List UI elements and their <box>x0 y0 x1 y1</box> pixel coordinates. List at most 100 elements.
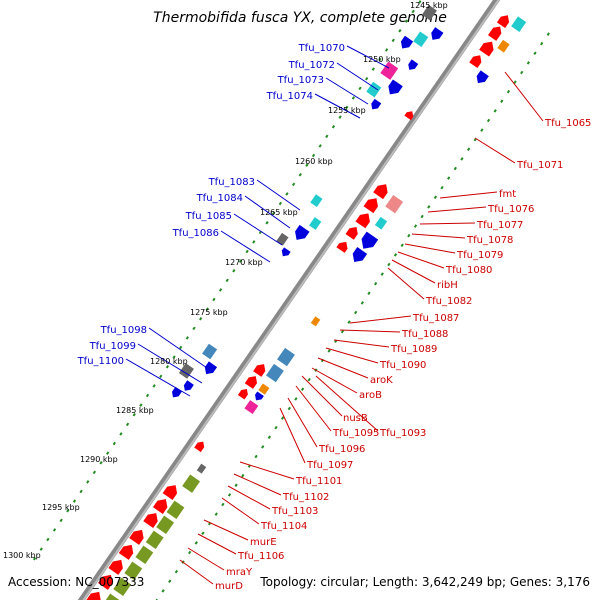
gene-feature <box>237 388 248 400</box>
tick-dot <box>298 172 302 177</box>
tick-dot <box>234 483 238 488</box>
gene-label-fmt: fmt <box>499 189 516 200</box>
gene-feature <box>244 376 258 389</box>
label-leader <box>419 222 476 225</box>
label-leader <box>295 385 332 432</box>
gene-arrow <box>400 35 414 49</box>
label-leader <box>287 397 318 448</box>
label-leader <box>233 473 282 496</box>
gene-feature <box>196 463 207 474</box>
gene-block <box>497 39 510 53</box>
tick-dot <box>418 0 422 4</box>
gene-arrow <box>373 184 388 200</box>
tick-dot <box>466 147 471 152</box>
tick-dot <box>345 105 349 110</box>
genome-backbone-highlight <box>82 0 500 600</box>
gene-label-mure: murE <box>250 537 277 548</box>
gene-feature <box>98 574 113 590</box>
label-leader <box>239 461 295 480</box>
tick-dot <box>278 201 282 206</box>
gene-label-tfu-1089: Tfu_1089 <box>390 344 437 355</box>
gene-label-tfu-1103: Tfu_1103 <box>271 506 318 517</box>
gene-feature <box>496 15 510 29</box>
label-leader <box>325 77 369 105</box>
gene-label-tfu-1101: Tfu_1101 <box>295 476 342 487</box>
gene-arrow <box>194 441 205 453</box>
gene-feature <box>413 31 429 48</box>
tick-dot <box>371 67 375 71</box>
gene-feature <box>404 111 414 121</box>
tick-dot <box>347 320 351 324</box>
tick-dot <box>99 460 103 465</box>
gene-feature <box>366 81 382 98</box>
gene-feature <box>385 195 404 214</box>
label-leader <box>349 315 412 324</box>
tick-dot <box>174 569 179 574</box>
gene-block <box>310 316 321 327</box>
genome-backbone <box>77 0 501 600</box>
gene-feature <box>295 224 310 240</box>
gene-arrow <box>118 544 134 560</box>
gene-feature <box>277 347 295 367</box>
tick-dot <box>354 310 358 315</box>
gene-arrow <box>371 98 382 110</box>
label-leader <box>346 45 390 69</box>
gene-label-tfu-1097: Tfu_1097 <box>306 460 353 471</box>
gene-label-tfu-1095: Tfu_1095 <box>332 428 379 439</box>
label-leader <box>187 547 225 571</box>
gene-feature <box>309 217 322 230</box>
tick-dot <box>79 489 83 494</box>
gene-feature <box>86 591 101 600</box>
label-leader <box>279 407 306 464</box>
tick-dot <box>72 499 77 503</box>
gene-feature <box>145 530 164 549</box>
kbp-tick: 1295 kbp <box>42 503 80 512</box>
tick-dot <box>194 541 198 545</box>
tick-dot <box>205 307 209 311</box>
gene-arrow <box>183 380 194 391</box>
tick-dot <box>287 406 291 411</box>
gene-label-tfu-1074: Tfu_1074 <box>266 91 313 102</box>
tick-dot <box>92 470 97 475</box>
gene-block <box>182 474 201 493</box>
label-leader <box>227 485 271 510</box>
kbp-ticks: 1245 kbp 1250 kbp 1255 kbp 1260 kbp 1265… <box>3 1 448 560</box>
tick-dot <box>225 278 229 283</box>
tick-dot <box>407 233 411 238</box>
tick-dot <box>66 508 70 513</box>
tick-dot <box>188 550 192 555</box>
gene-feature <box>178 363 194 379</box>
gene-arrow <box>143 513 158 528</box>
tick-dot <box>232 268 236 273</box>
tick-dot <box>32 556 37 561</box>
gene-label-arob: aroB <box>359 390 382 401</box>
tick-dot <box>307 377 311 382</box>
gene-block <box>145 530 164 549</box>
tick-dot <box>506 89 511 94</box>
label-leader <box>137 343 203 384</box>
gene-block <box>374 216 388 230</box>
gene-feature <box>194 441 205 453</box>
tick-dot <box>125 422 130 427</box>
tick-dot <box>378 57 382 62</box>
label-leader <box>311 367 358 394</box>
tick-dot <box>238 259 243 263</box>
gene-block <box>124 561 143 580</box>
tick-dot <box>112 441 116 446</box>
kbp-tick: 1290 kbp <box>80 455 118 464</box>
gene-feature <box>118 544 134 560</box>
gene-feature <box>266 363 284 383</box>
gene-feature <box>476 70 489 84</box>
gene-label-tfu-1071: Tfu_1071 <box>516 160 563 171</box>
tick-dot <box>367 291 371 296</box>
gene-arrow <box>479 41 494 57</box>
gene-label-tfu-1096: Tfu_1096 <box>318 444 365 455</box>
gene-feature <box>244 400 259 415</box>
tick-dot <box>86 480 90 484</box>
label-leader <box>301 375 343 417</box>
gene-feature <box>336 241 348 253</box>
tick-dot <box>305 163 309 167</box>
label-leader <box>439 191 498 199</box>
gene-arrow <box>388 79 403 95</box>
